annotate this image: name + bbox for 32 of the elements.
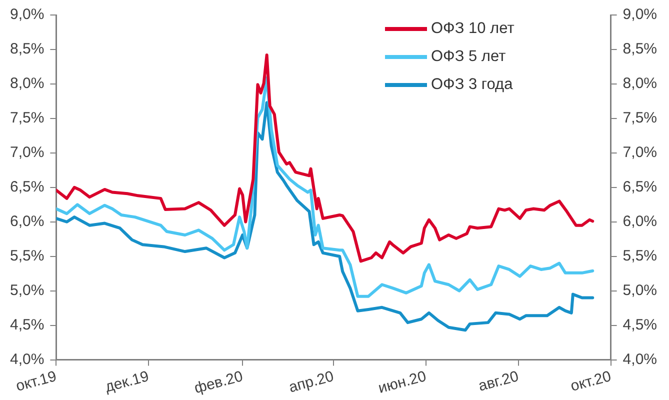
y-tick-label: 8,5%: [10, 40, 44, 58]
y2-tick-label: 5,5%: [622, 248, 658, 264]
legend-label: ОФЗ 3 года: [431, 76, 513, 94]
y2-tick-label: 4,0%: [622, 350, 658, 368]
y2-tick-label: 5,0%: [622, 282, 658, 299]
y-tick-label: 5,5%: [10, 248, 44, 264]
y-tick-label: 4,0%: [10, 350, 44, 368]
y2-tick-label: 8,0%: [622, 75, 658, 92]
x-tick-label: дек.19: [103, 368, 151, 396]
x-tick-label: окт.20: [568, 368, 613, 396]
x-tick-label: июн.20: [376, 368, 428, 397]
y-tick-label: 5,0%: [10, 282, 44, 299]
y-tick-label: 4,5%: [10, 316, 44, 334]
y-tick-label: 9,0%: [10, 6, 44, 24]
y2-tick-label: 6,0%: [622, 213, 658, 230]
y2-tick-label: 4,5%: [622, 316, 658, 334]
x-tick-label: авг.20: [476, 368, 520, 395]
legend-label: ОФЗ 10 лет: [431, 20, 514, 38]
x-tick-label: апр.20: [287, 368, 336, 396]
y-tick-label: 7,0%: [10, 144, 44, 162]
legend-label: ОФЗ 5 лет: [431, 48, 506, 66]
y2-tick-label: 9,0%: [622, 6, 658, 24]
y-tick-label: 6,0%: [10, 213, 44, 230]
x-tick-label: фев.20: [192, 368, 245, 398]
y2-tick-label: 6,5%: [622, 178, 658, 196]
x-tick-label: окт.19: [14, 368, 58, 396]
y2-tick-label: 8,5%: [622, 40, 658, 58]
y-tick-label: 8,0%: [10, 75, 44, 92]
y-tick-label: 7,5%: [10, 110, 44, 127]
y2-tick-label: 7,0%: [622, 144, 658, 162]
y2-tick-label: 7,5%: [622, 110, 658, 127]
y-tick-label: 6,5%: [10, 178, 44, 196]
